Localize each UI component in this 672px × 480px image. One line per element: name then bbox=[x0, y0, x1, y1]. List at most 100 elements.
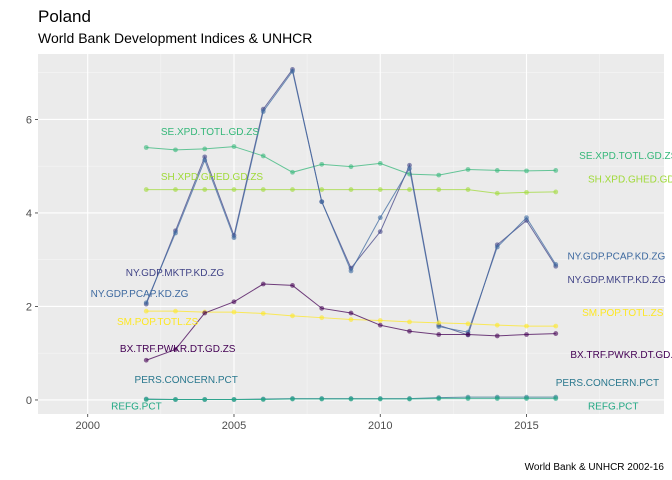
data-point-ny-gdp-pcap-kd-zg bbox=[319, 199, 325, 205]
data-point-sh-xpd-ghed-gd-zs bbox=[436, 187, 442, 192]
data-point-se-xpd-totl-gd-zs bbox=[290, 169, 295, 175]
data-point-bx-trf-pwkr-dt-gd-zs bbox=[494, 333, 500, 339]
data-point-bx-trf-pwkr-dt-gd-zs bbox=[553, 331, 559, 336]
data-point-sm-pop-totl-zs bbox=[494, 322, 500, 328]
data-point-refg-pct bbox=[231, 397, 237, 402]
series-label: PERS.CONCERN.PCT bbox=[135, 375, 238, 386]
data-point-se-xpd-totl-gd-zs bbox=[231, 144, 237, 149]
chart-title: Poland bbox=[38, 7, 91, 26]
y-axis-ticks: 0 2 4 6 bbox=[26, 114, 38, 407]
series-group bbox=[143, 67, 559, 402]
data-point-ny-gdp-pcap-kd-zg bbox=[143, 300, 149, 306]
x-tick-label: 2015 bbox=[514, 420, 538, 432]
data-point-se-xpd-totl-gd-zs bbox=[202, 146, 208, 152]
series-label: SH.XPD.GHED.GD.ZS bbox=[161, 172, 264, 183]
data-point-se-xpd-totl-gd-zs bbox=[173, 147, 178, 153]
data-point-sh-xpd-ghed-gd-zs bbox=[260, 187, 266, 192]
data-point-sh-xpd-ghed-gd-zs bbox=[524, 189, 529, 195]
data-point-refg-pct bbox=[143, 397, 149, 402]
y-tick-label: 4 bbox=[26, 208, 32, 220]
data-point-ny-gdp-pcap-kd-zg bbox=[553, 261, 559, 267]
data-point-se-xpd-totl-gd-zs bbox=[494, 168, 500, 173]
data-point-sh-xpd-ghed-gd-zs bbox=[202, 187, 208, 192]
data-point-refg-pct bbox=[407, 396, 412, 402]
data-point-ny-gdp-pcap-kd-zg bbox=[494, 244, 500, 250]
data-point-bx-trf-pwkr-dt-gd-zs bbox=[202, 310, 208, 316]
data-point-se-xpd-totl-gd-zs bbox=[319, 161, 325, 167]
data-point-sh-xpd-ghed-gd-zs bbox=[494, 190, 500, 196]
data-point-bx-trf-pwkr-dt-gd-zs bbox=[407, 328, 412, 334]
data-point-sh-xpd-ghed-gd-zs bbox=[319, 187, 325, 192]
series-label: SH.XPD.GHED.GD.ZS bbox=[588, 175, 672, 186]
data-point-sm-pop-totl-zs bbox=[319, 315, 325, 321]
series-label: REFG.PCT bbox=[111, 401, 162, 412]
series-label: BX.TRF.PWKR.DT.GD.ZS bbox=[120, 344, 236, 355]
data-point-ny-gdp-pcap-kd-zg bbox=[436, 324, 442, 329]
chart-subtitle: World Bank Development Indices & UNHCR bbox=[38, 30, 312, 46]
data-point-sh-xpd-ghed-gd-zs bbox=[173, 187, 178, 192]
data-point-se-xpd-totl-gd-zs bbox=[465, 167, 471, 172]
data-point-sm-pop-totl-zs bbox=[231, 309, 237, 315]
x-tick-label: 2010 bbox=[368, 420, 392, 432]
series-label: SE.XPD.TOTL.GD.ZS bbox=[579, 151, 672, 162]
x-tick-label: 2005 bbox=[222, 420, 246, 432]
data-point-sh-xpd-ghed-gd-zs bbox=[348, 187, 354, 192]
data-point-ny-gdp-pcap-kd-zg bbox=[173, 230, 178, 236]
data-point-se-xpd-totl-gd-zs bbox=[377, 161, 383, 166]
data-point-se-xpd-totl-gd-zs bbox=[143, 145, 149, 150]
data-point-refg-pct bbox=[494, 396, 500, 401]
data-point-bx-trf-pwkr-dt-gd-zs bbox=[143, 357, 149, 363]
plot-panel bbox=[38, 54, 664, 414]
data-point-bx-trf-pwkr-dt-gd-zs bbox=[465, 332, 471, 337]
data-point-sm-pop-totl-zs bbox=[465, 321, 471, 327]
data-point-sm-pop-totl-zs bbox=[436, 320, 442, 326]
data-point-bx-trf-pwkr-dt-gd-zs bbox=[290, 283, 295, 288]
data-point-bx-trf-pwkr-dt-gd-zs bbox=[173, 347, 178, 352]
series-label: SM.POP.TOTL.ZS bbox=[582, 308, 664, 319]
data-point-sh-xpd-ghed-gd-zs bbox=[231, 187, 237, 192]
data-point-sh-xpd-ghed-gd-zs bbox=[465, 187, 471, 192]
data-point-sh-xpd-ghed-gd-zs bbox=[407, 187, 412, 192]
data-point-ny-gdp-pcap-kd-zg bbox=[202, 157, 208, 163]
data-point-refg-pct bbox=[290, 396, 295, 402]
data-point-bx-trf-pwkr-dt-gd-zs bbox=[377, 322, 383, 328]
y-tick-label: 2 bbox=[26, 301, 32, 313]
data-point-sm-pop-totl-zs bbox=[260, 311, 266, 316]
data-point-ny-gdp-pcap-kd-zg bbox=[524, 215, 529, 221]
data-point-sm-pop-totl-zs bbox=[173, 308, 178, 314]
data-point-ny-gdp-mktp-kd-zg bbox=[377, 229, 383, 235]
data-point-se-xpd-totl-gd-zs bbox=[553, 168, 559, 173]
y-tick-label: 0 bbox=[26, 395, 32, 407]
data-point-refg-pct bbox=[260, 397, 266, 402]
data-point-ny-gdp-pcap-kd-zg bbox=[407, 166, 412, 171]
data-point-refg-pct bbox=[377, 396, 383, 402]
data-point-refg-pct bbox=[553, 396, 559, 401]
data-point-ny-gdp-pcap-kd-zg bbox=[348, 268, 354, 274]
data-point-bx-trf-pwkr-dt-gd-zs bbox=[348, 310, 354, 316]
data-point-refg-pct bbox=[202, 397, 208, 402]
data-point-se-xpd-totl-gd-zs bbox=[260, 153, 266, 159]
series-label: NY.GDP.PCAP.KD.ZG bbox=[567, 252, 665, 263]
data-point-bx-trf-pwkr-dt-gd-zs bbox=[231, 299, 237, 305]
series-label: SE.XPD.TOTL.GD.ZS bbox=[161, 127, 259, 138]
data-point-refg-pct bbox=[465, 396, 471, 401]
series-labels: SE.XPD.TOTL.GD.ZS SE.XPD.TOTL.GD.ZS SH.XPD… bbox=[91, 127, 672, 412]
series-label: BX.TRF.PWKR.DT.GD.ZS bbox=[570, 350, 672, 361]
series-label: NY.GDP.MKTP.KD.ZG bbox=[567, 275, 666, 286]
data-point-sm-pop-totl-zs bbox=[553, 323, 559, 329]
data-point-sm-pop-totl-zs bbox=[348, 317, 354, 322]
data-point-bx-trf-pwkr-dt-gd-zs bbox=[436, 332, 442, 337]
x-axis-ticks: 2000 2005 2010 2015 bbox=[75, 414, 539, 432]
data-point-sh-xpd-ghed-gd-zs bbox=[377, 187, 383, 192]
data-point-sm-pop-totl-zs bbox=[377, 318, 383, 323]
data-point-sh-xpd-ghed-gd-zs bbox=[143, 187, 149, 192]
series-label: NY.GDP.MKTP.KD.ZG bbox=[126, 268, 225, 279]
data-point-se-xpd-totl-gd-zs bbox=[436, 172, 442, 178]
series-label: SM.POP.TOTL.ZS bbox=[117, 317, 199, 328]
data-point-sh-xpd-ghed-gd-zs bbox=[290, 187, 295, 192]
data-point-refg-pct bbox=[173, 397, 178, 402]
data-point-ny-gdp-pcap-kd-zg bbox=[260, 109, 266, 114]
data-point-se-xpd-totl-gd-zs bbox=[348, 164, 354, 170]
data-point-ny-gdp-pcap-kd-zg bbox=[290, 68, 295, 74]
data-point-se-xpd-totl-gd-zs bbox=[524, 168, 529, 174]
